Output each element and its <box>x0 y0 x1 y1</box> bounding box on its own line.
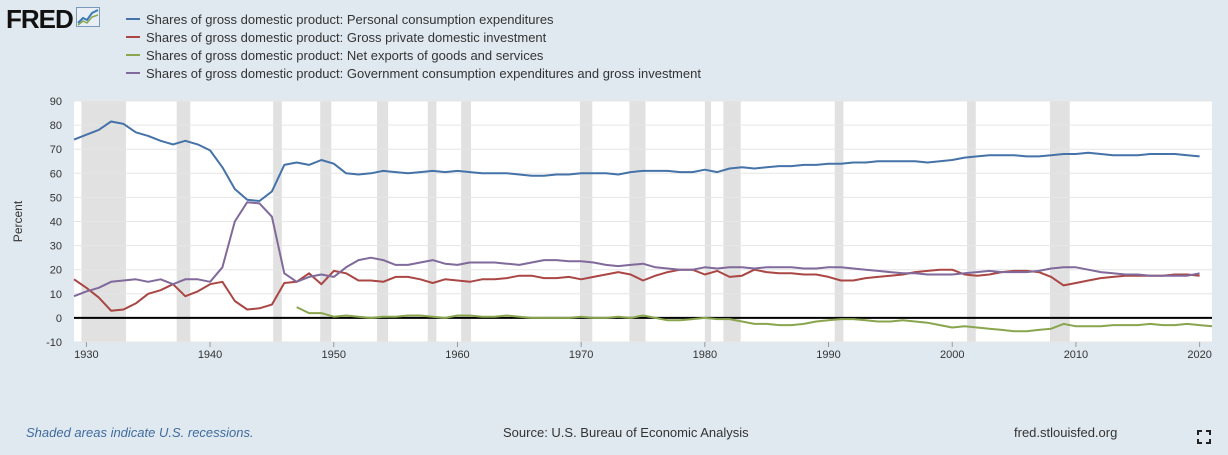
y-axis-label: Percent <box>11 200 25 242</box>
y-tick-label: 90 <box>50 96 62 108</box>
x-tick-label: 1960 <box>445 349 469 361</box>
legend-label: Shares of gross domestic product: Gross … <box>146 29 547 45</box>
legend-item[interactable]: Shares of gross domestic product: Govern… <box>126 64 701 82</box>
legend-item[interactable]: Shares of gross domestic product: Gross … <box>126 28 701 46</box>
x-tick-label: 2010 <box>1064 349 1088 361</box>
y-tick-label: 10 <box>50 289 62 301</box>
y-tick-label: 70 <box>50 144 62 156</box>
legend-label: Shares of gross domestic product: Net ex… <box>146 47 544 63</box>
series-line <box>73 120 1200 202</box>
legend-swatch <box>126 54 140 56</box>
logo-text: FRED <box>6 4 74 34</box>
y-tick-label: -10 <box>46 337 62 349</box>
series-line <box>296 306 1213 333</box>
fred-chart-icon <box>75 6 100 32</box>
x-tick-label: 2020 <box>1187 349 1211 361</box>
legend-swatch <box>126 18 140 20</box>
y-tick-label: 20 <box>50 265 62 277</box>
y-tick-label: 60 <box>50 168 62 180</box>
line-chart[interactable]: -10 0 10 20 30 40 50 60 70 80 90 1930 1940 1950 1960 19… <box>0 92 1228 407</box>
x-tick-label: 1990 <box>816 349 840 361</box>
legend-item[interactable]: Shares of gross domestic product: Net ex… <box>126 46 701 64</box>
y-tick-label: 40 <box>50 217 62 229</box>
legend-item[interactable]: Shares of gross domestic product: Person… <box>126 10 701 28</box>
x-tick-label: 1930 <box>74 349 98 361</box>
chart-area[interactable]: -10 0 10 20 30 40 50 60 70 80 90 1930 1940 1950 1960 19… <box>0 92 1228 407</box>
legend-swatch <box>126 72 140 74</box>
y-tick-label: 30 <box>50 241 62 253</box>
site-link[interactable]: fred.stlouisfed.org <box>1014 425 1118 440</box>
chart-legend: Shares of gross domestic product: Person… <box>126 10 701 82</box>
expand-icon[interactable] <box>1197 430 1211 444</box>
recession-note: Shaded areas indicate U.S. recessions. <box>26 425 254 440</box>
y-tick-label: 0 <box>56 313 62 325</box>
y-tick-label: 80 <box>50 120 62 132</box>
x-tick-label: 1950 <box>322 349 346 361</box>
fred-logo[interactable]: FRED <box>6 6 100 32</box>
y-tick-label: 50 <box>50 192 62 204</box>
legend-swatch <box>126 36 140 38</box>
x-tick-label: 1970 <box>569 349 593 361</box>
legend-label: Shares of gross domestic product: Govern… <box>146 65 701 81</box>
x-tick-label: 2000 <box>940 349 964 361</box>
series-line <box>73 201 1200 298</box>
x-tick-label: 1980 <box>693 349 717 361</box>
series-line <box>73 268 1200 312</box>
x-tick-label: 1940 <box>198 349 222 361</box>
source-note: Source: U.S. Bureau of Economic Analysis <box>503 425 749 440</box>
legend-label: Shares of gross domestic product: Person… <box>146 11 554 27</box>
